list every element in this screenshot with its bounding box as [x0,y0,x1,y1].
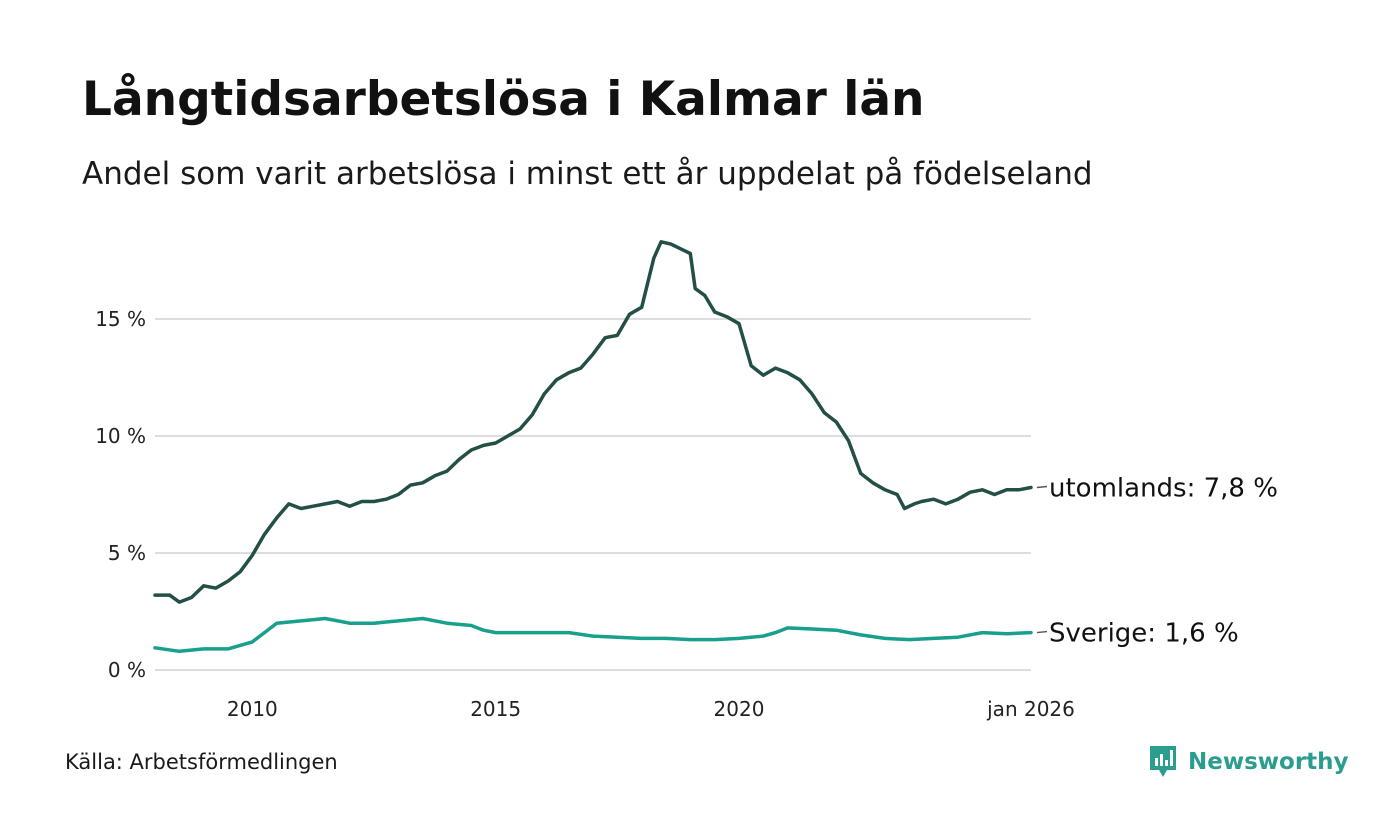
y-tick-label: 0 % [108,658,146,682]
newsworthy-logo-icon [1150,746,1176,777]
x-tick-label: jan 2026 [986,697,1075,721]
end-label-connector [1036,630,1048,634]
end-label-connector [1036,485,1048,489]
y-tick-label: 10 % [95,424,146,448]
y-tick-label: 15 % [95,307,146,331]
brand-name: Newsworthy [1188,749,1349,775]
chart-title: Långtidsarbetslösa i Kalmar län [82,72,925,127]
gridlines [155,318,1031,671]
chart-subtitle: Andel som varit arbetslösa i minst ett å… [82,156,1093,192]
series-line-sverige [153,616,1033,654]
brand-logo: Newsworthy [1148,744,1349,780]
x-tick-label: 2010 [227,697,278,721]
series-line-utomlands [153,240,1033,604]
series-lines [153,240,1033,654]
x-axis-ticks: 2010 2015 2020 jan 2026 [227,697,1075,721]
y-tick-label: 5 % [108,541,146,565]
end-label-sverige: Sverige: 1,6 % [1049,619,1239,649]
source-note: Källa: Arbetsförmedlingen [65,750,338,774]
x-tick-label: 2015 [470,697,521,721]
y-axis-ticks: 0 % 5 % 10 % 15 % [95,307,146,682]
end-label-utomlands: utomlands: 7,8 % [1049,473,1278,503]
end-labels: utomlands: 7,8 % Sverige: 1,6 % [1036,473,1278,649]
x-tick-label: 2020 [714,697,765,721]
